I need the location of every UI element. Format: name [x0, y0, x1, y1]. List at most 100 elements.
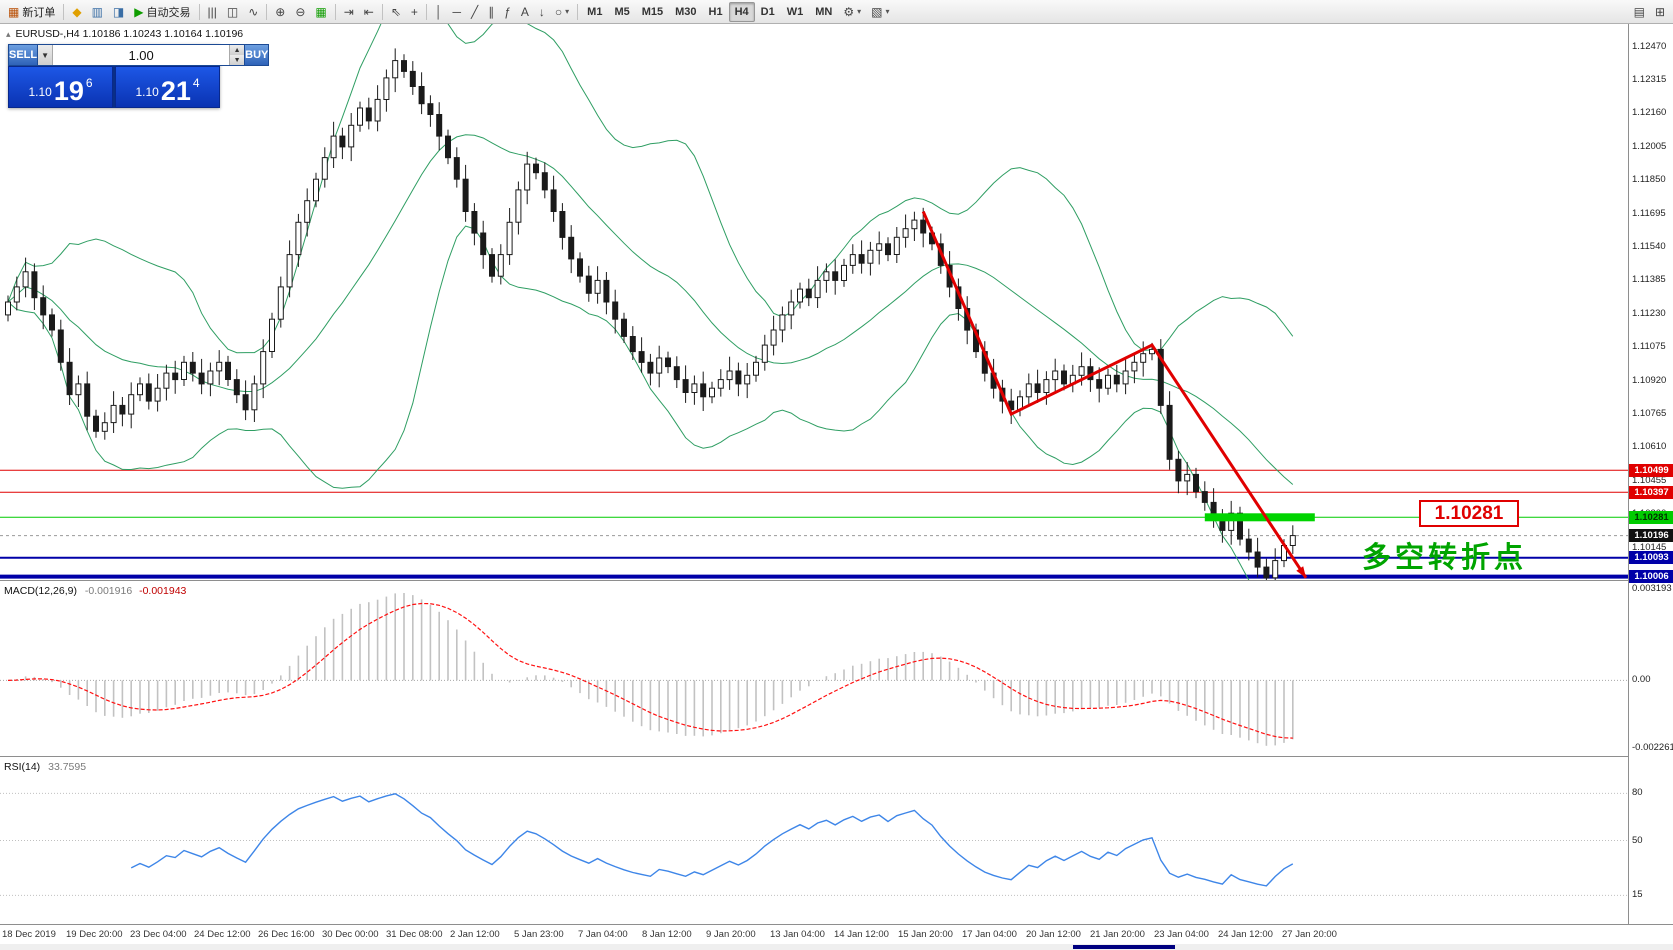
support-level-1-badge: 1.10093 [1629, 551, 1673, 565]
timeframe-h4-button[interactable]: H4 [728, 1, 755, 22]
toolbar-separator [198, 3, 200, 20]
trendline-tool-button[interactable]: ╱ [466, 2, 483, 22]
text-tool-button[interactable]: A [516, 2, 534, 22]
autotrading-button[interactable]: ▶ 自动交易 [129, 2, 195, 22]
toolbar-separator [425, 3, 427, 20]
shapes-tool-button[interactable]: ○ ▾ [550, 2, 574, 22]
chart-shift-button[interactable]: ⇤ [359, 2, 379, 22]
volume-input[interactable] [53, 45, 230, 65]
rsi-canvas[interactable] [0, 757, 1628, 924]
toolbar-lists-group: ⚙ ▾ ▧ ▾ [838, 2, 894, 22]
time-tick: 14 Jan 12:00 [834, 929, 889, 940]
price-tick: 1.11850 [1632, 174, 1666, 186]
sell-price-button[interactable]: 1.10 19 6 [8, 66, 113, 108]
arrows-tool-button[interactable]: ↓ [534, 2, 550, 22]
candles [5, 48, 1296, 580]
timeframe-m15-button[interactable]: M15 [636, 2, 669, 22]
arrows-tool-icon: ↓ [538, 4, 545, 19]
trend-line[interactable] [921, 210, 1308, 579]
new-order-button[interactable]: ▦ 新订单 [3, 2, 60, 22]
price-tick: 1.11695 [1632, 207, 1666, 219]
macd-panel[interactable]: MACD(12,26,9) -0.001916 -0.001943 [0, 580, 1628, 756]
time-tick: 27 Jan 20:00 [1282, 929, 1337, 940]
price-callout: 1.10281 [1419, 500, 1519, 527]
timeframe-m5-button[interactable]: M5 [608, 2, 635, 22]
rsi-axis-label: 15 [1632, 889, 1643, 901]
chart-profile-button[interactable]: ▤ [1629, 2, 1650, 22]
crosshair-tool-button[interactable]: + [406, 2, 423, 22]
channel-tool-button[interactable]: ∥ [483, 2, 499, 22]
vertical-line-tool-button[interactable]: │ [430, 2, 448, 22]
market-watch-icon: ◆ [72, 4, 82, 19]
macd-axis-label: 0.003193 [1632, 583, 1672, 594]
time-tick: 5 Jan 23:00 [514, 929, 564, 940]
line-chart-type-button[interactable]: ∿ [243, 2, 263, 22]
rsi-label: RSI(14) 33.7595 [4, 761, 86, 773]
price-tick: 1.12315 [1632, 73, 1667, 85]
one-click-trading-panel: SELL ▼ ▲ ▼ BUY 1.10 19 6 [8, 44, 270, 108]
caret-down-icon: ▼ [41, 50, 50, 60]
macd-value: -0.001916 [84, 585, 133, 597]
market-watch-button[interactable]: ◆ [67, 2, 86, 22]
time-tick: 23 Dec 04:00 [130, 929, 187, 940]
current-price-badge: 1.10196 [1629, 529, 1673, 543]
indicator-list-icon: ⚙ [843, 4, 855, 19]
navigator-button[interactable]: ◨ [108, 2, 129, 22]
timeframe-w1-button[interactable]: W1 [781, 2, 810, 22]
buy-button[interactable]: BUY [244, 44, 270, 66]
timeframe-mn-button[interactable]: MN [809, 2, 838, 22]
level-lines[interactable] [0, 469, 1628, 579]
zoom-out-button[interactable]: ⊖ [290, 2, 310, 22]
auto-scroll-button[interactable]: ⇥ [339, 2, 359, 22]
price-tick: 1.10610 [1632, 441, 1667, 453]
price-tick: 1.10920 [1632, 374, 1667, 386]
timeframe-h1-button[interactable]: H1 [703, 2, 729, 22]
time-tick: 13 Jan 04:00 [770, 929, 825, 940]
dropdown-caret-icon: ▾ [885, 7, 890, 16]
toolbar-separator [577, 3, 579, 20]
time-tick: 31 Dec 08:00 [386, 929, 443, 940]
price-tick: 1.12160 [1632, 107, 1667, 119]
macd-axis-label: -0.002261 [1632, 742, 1673, 753]
time-axis[interactable]: 18 Dec 2019 19 Dec 20:00 23 Dec 04:00 24 De… [0, 924, 1673, 944]
price-axis[interactable]: 1.12470 1.12315 1.12160 1.12005 1.11850 1.116… [1628, 24, 1673, 924]
price-chart-canvas[interactable] [0, 24, 1628, 580]
indicator-list-button[interactable]: ⚙ ▾ [838, 2, 866, 22]
rsi-panel[interactable]: RSI(14) 33.7595 [0, 756, 1628, 924]
autotrading-label: 自动交易 [146, 6, 191, 19]
price-chart-panel[interactable]: ▴ EURUSD-,H4 1.10186 1.10243 1.10164 1.1… [0, 24, 1628, 580]
price-tick: 1.11540 [1632, 240, 1666, 252]
horizontal-line-tool-button[interactable]: ─ [447, 2, 466, 22]
timeframe-m1-button[interactable]: M1 [581, 2, 608, 22]
volume-dropdown-button[interactable]: ▼ [38, 45, 54, 65]
buy-price-button[interactable]: 1.10 21 4 [115, 66, 220, 108]
zoom-in-button[interactable]: ⊕ [270, 2, 290, 22]
timeframe-d1-button[interactable]: D1 [755, 2, 781, 22]
trendline-tool-icon: ╱ [470, 4, 479, 19]
macd-canvas[interactable] [0, 581, 1628, 756]
scrollbar-thumb[interactable] [1073, 945, 1175, 949]
time-tick: 23 Jan 04:00 [1154, 929, 1209, 940]
cursor-tool-button[interactable]: ⇖ [386, 2, 406, 22]
rsi-axis-label: 80 [1632, 787, 1643, 799]
fibonacci-tool-button[interactable]: ƒ [499, 2, 516, 22]
time-tick: 18 Dec 2019 [2, 929, 56, 940]
bar-chart-type-button[interactable]: ||| [203, 2, 222, 22]
sell-button[interactable]: SELL [8, 44, 39, 66]
price-tick: 1.11385 [1632, 274, 1666, 286]
candlestick-type-button[interactable]: ◫ [222, 2, 243, 22]
symbol-ohlc: 1.10186 1.10243 1.10164 1.10196 [82, 28, 244, 40]
volume-down-button[interactable]: ▼ [229, 55, 245, 65]
timeframe-m30-button[interactable]: M30 [669, 2, 702, 22]
tile-windows-button[interactable]: ▦ [310, 2, 331, 22]
price-tick: 1.11230 [1632, 307, 1666, 319]
templates-button[interactable]: ▧ ▾ [866, 2, 894, 22]
highlight-zone[interactable] [1204, 513, 1315, 522]
channel-tool-icon: ∥ [488, 4, 495, 19]
tile-windows-icon: ▦ [315, 4, 327, 19]
time-tick: 21 Jan 20:00 [1090, 929, 1145, 940]
data-window-button[interactable]: ▥ [87, 2, 108, 22]
symbol-name: EURUSD-,H4 [15, 28, 80, 40]
volume-up-button[interactable]: ▲ [229, 45, 245, 55]
window-arrange-button[interactable]: ⊞ [1650, 2, 1670, 22]
